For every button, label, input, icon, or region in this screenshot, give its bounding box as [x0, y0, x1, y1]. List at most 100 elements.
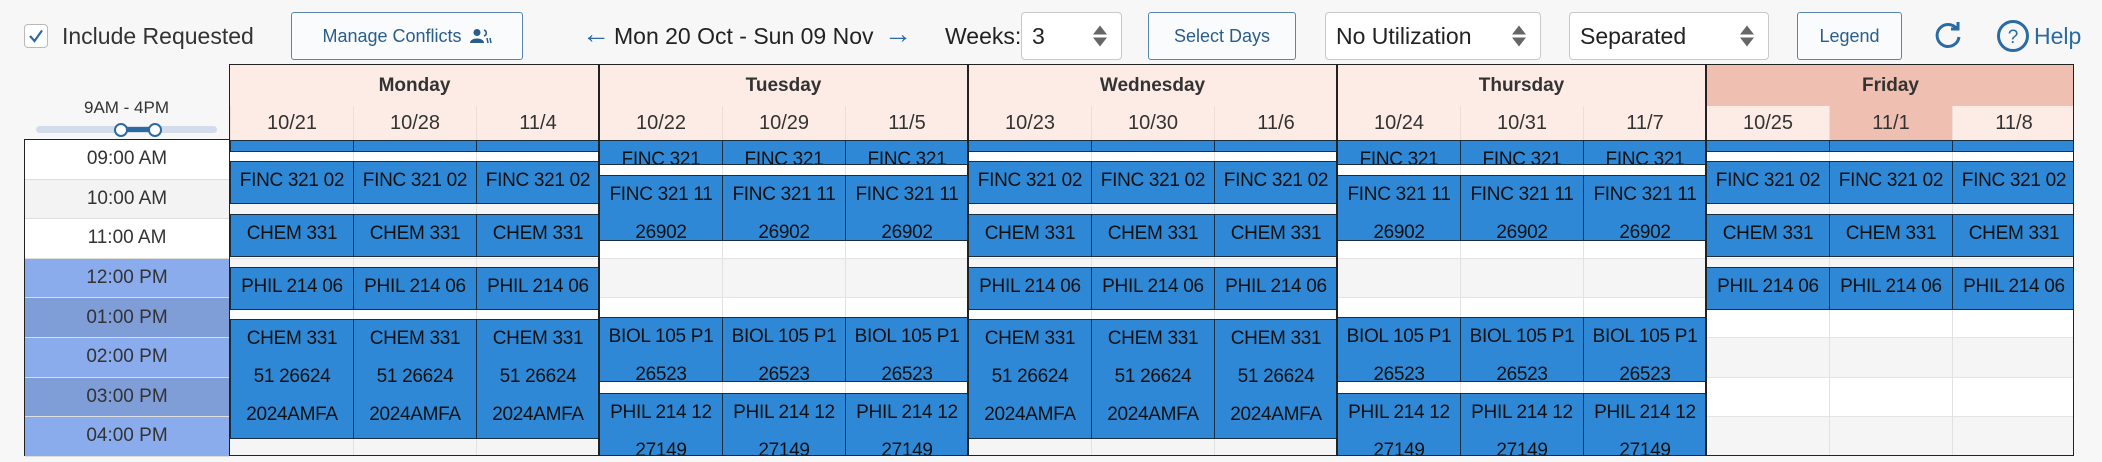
event-block[interactable]: PHIL 214 06 [230, 266, 354, 310]
event-block[interactable]: PHIL 115 01 [968, 140, 1092, 152]
event-block[interactable]: PHIL 214 06 [476, 266, 600, 310]
event-block[interactable]: BIOL 105 P1 26523 [599, 317, 723, 382]
layout-mode-select[interactable]: Separated [1569, 12, 1769, 60]
event-block[interactable]: FINC 321 11 26902 [1337, 175, 1461, 242]
event-block[interactable]: FINC 321 02 [1214, 160, 1338, 205]
event-block[interactable]: PHIL 115 01 [1829, 140, 1953, 152]
event-block[interactable]: PHIL 214 12 27149 [1460, 393, 1584, 455]
event-block[interactable]: PHIL 214 12 27149 [599, 393, 723, 455]
event-block[interactable]: FINC 321 02 [476, 160, 600, 205]
date-header[interactable]: 11/5 [845, 106, 968, 140]
event-block[interactable]: PHIL 115 01 [230, 140, 354, 152]
event-block[interactable]: CHEM 331 [476, 213, 600, 258]
event-label: CHEM 331 [1230, 328, 1322, 350]
event-block[interactable]: BIOL 105 P1 26523 [845, 317, 969, 382]
event-block[interactable]: FINC 321 02 [1952, 160, 2073, 205]
event-block[interactable]: FINC 321 02 [1091, 160, 1215, 205]
event-block[interactable]: PHIL 214 12 27149 [722, 393, 846, 455]
refresh-button[interactable] [1932, 20, 1964, 57]
event-block[interactable]: CHEM 331 [230, 213, 354, 258]
date-header[interactable]: 11/6 [1214, 106, 1337, 140]
manage-conflicts-label: Manage Conflicts [322, 25, 462, 46]
legend-button[interactable]: Legend [1797, 12, 1902, 60]
event-block[interactable]: PHIL 214 12 27149 [1583, 393, 1707, 455]
event-block[interactable]: FINC 321 11 26902 [845, 175, 969, 242]
event-block[interactable]: CHEM 331 51 26624 2024AMFA [230, 319, 354, 439]
date-header[interactable]: 10/22 [599, 106, 722, 140]
event-block[interactable]: CHEM 331 [1706, 213, 1830, 258]
date-header[interactable]: 11/8 [1952, 106, 2073, 140]
date-header[interactable]: 10/28 [353, 106, 476, 140]
event-block[interactable]: CHEM 331 [353, 213, 477, 258]
event-block[interactable]: CHEM 331 51 26624 2024AMFA [476, 319, 600, 439]
event-block[interactable]: CHEM 331 51 26624 2024AMFA [353, 319, 477, 439]
event-block[interactable]: PHIL 214 06 [353, 266, 477, 310]
event-block[interactable]: FINC 321 [845, 140, 969, 165]
event-block[interactable]: CHEM 331 [1829, 213, 1953, 258]
event-block[interactable]: PHIL 214 06 [968, 266, 1092, 310]
event-block[interactable]: CHEM 331 [1214, 213, 1338, 258]
event-block[interactable]: PHIL 214 06 [1706, 266, 1830, 310]
event-block[interactable]: BIOL 105 P1 26523 [1583, 317, 1707, 382]
event-block[interactable]: CHEM 331 [1091, 213, 1215, 258]
event-label: FINC 321 02 [1223, 169, 1329, 191]
event-block[interactable]: PHIL 214 06 [1091, 266, 1215, 310]
date-header[interactable]: 11/7 [1583, 106, 1706, 140]
event-block[interactable]: FINC 321 11 26902 [1460, 175, 1584, 242]
date-header[interactable]: 11/4 [476, 106, 599, 140]
event-block[interactable]: PHIL 115 01 [1214, 140, 1338, 152]
select-days-button[interactable]: Select Days [1148, 12, 1296, 60]
time-range-end-handle[interactable] [148, 123, 162, 137]
event-block[interactable]: PHIL 214 06 [1952, 266, 2073, 310]
event-block[interactable]: PHIL 115 01 [353, 140, 477, 152]
event-block[interactable]: FINC 321 11 26902 [722, 175, 846, 242]
event-block[interactable]: PHIL 214 06 [1214, 266, 1338, 310]
event-block[interactable]: BIOL 105 P1 26523 [1460, 317, 1584, 382]
event-block[interactable]: PHIL 214 12 27149 [1337, 393, 1461, 455]
event-block[interactable]: FINC 321 [599, 140, 723, 165]
time-range-start-handle[interactable] [114, 123, 128, 137]
manage-conflicts-button[interactable]: Manage Conflicts [291, 12, 523, 60]
event-block[interactable]: FINC 321 [1337, 140, 1461, 165]
date-header[interactable]: 10/24 [1337, 106, 1460, 140]
event-block[interactable]: BIOL 105 P1 26523 [722, 317, 846, 382]
event-block[interactable]: PHIL 214 12 27149 [845, 393, 969, 455]
date-header[interactable]: 11/1 [1829, 106, 1952, 140]
event-block[interactable]: FINC 321 02 [353, 160, 477, 205]
event-block[interactable]: FINC 321 11 26902 [1583, 175, 1707, 242]
column-divider [722, 140, 723, 455]
event-block[interactable]: FINC 321 02 [1829, 160, 1953, 205]
event-block[interactable]: FINC 321 02 [230, 160, 354, 205]
event-block[interactable]: PHIL 115 01 [476, 140, 600, 152]
event-block[interactable]: FINC 321 [722, 140, 846, 165]
date-header[interactable]: 10/31 [1460, 106, 1583, 140]
event-block[interactable]: CHEM 331 51 26624 2024AMFA [1091, 319, 1215, 439]
event-block[interactable]: CHEM 331 51 26624 2024AMFA [1214, 319, 1338, 439]
date-header[interactable]: 10/23 [968, 106, 1091, 140]
date-header[interactable]: 10/29 [722, 106, 845, 140]
date-header[interactable]: 10/25 [1706, 106, 1829, 140]
event-block[interactable]: PHIL 115 01 [1091, 140, 1215, 152]
event-block[interactable]: PHIL 214 06 [1829, 266, 1953, 310]
date-header[interactable]: 10/21 [230, 106, 353, 140]
date-header[interactable]: 10/30 [1091, 106, 1214, 140]
event-block[interactable]: FINC 321 [1583, 140, 1707, 165]
help-button[interactable]: ? Help [1996, 19, 2081, 53]
event-label: PHIL 214 06 [487, 275, 589, 297]
event-block[interactable]: BIOL 105 P1 26523 [1337, 317, 1461, 382]
event-block[interactable]: FINC 321 [1460, 140, 1584, 165]
event-block[interactable]: CHEM 331 [968, 213, 1092, 258]
next-range-button[interactable]: → [884, 16, 912, 52]
event-block[interactable]: CHEM 331 [1952, 213, 2073, 258]
event-block[interactable]: PHIL 115 01 [1952, 140, 2073, 152]
event-block[interactable]: FINC 321 02 [968, 160, 1092, 205]
event-block[interactable]: PHIL 115 01 [1706, 140, 1830, 152]
event-label: BIOL 105 P1 [1346, 326, 1452, 348]
include-requested-checkbox[interactable] [24, 24, 48, 48]
utilization-select[interactable]: No Utilization [1325, 12, 1541, 60]
event-block[interactable]: FINC 321 11 26902 [599, 175, 723, 242]
event-block[interactable]: FINC 321 02 [1706, 160, 1830, 205]
prev-range-button[interactable]: ← [582, 16, 610, 52]
event-block[interactable]: CHEM 331 51 26624 2024AMFA [968, 319, 1092, 439]
weeks-select[interactable]: 3 [1021, 12, 1122, 60]
